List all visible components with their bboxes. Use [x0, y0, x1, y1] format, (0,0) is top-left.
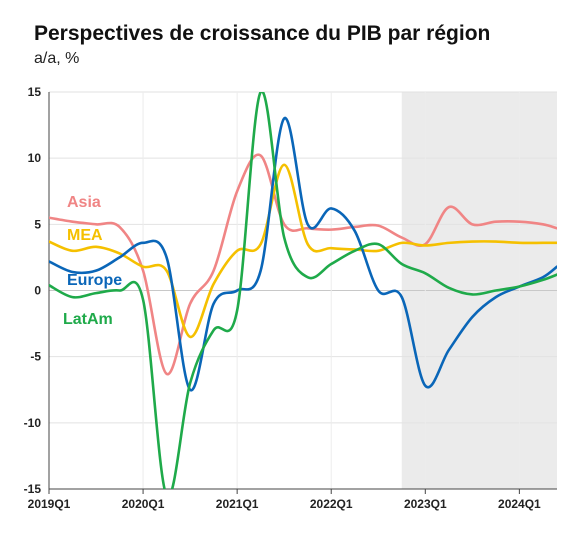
y-tick-label: -15: [24, 482, 42, 496]
series-labels: Asia MEA Europe LatAm: [63, 194, 122, 328]
series-label-mea: MEA: [67, 227, 103, 244]
y-tick-label: 15: [28, 85, 42, 99]
chart-title: Perspectives de croissance du PIB par ré…: [34, 22, 491, 45]
series-line-asia: [49, 153, 557, 376]
x-tick-label: 2020Q1: [122, 497, 165, 511]
x-tick-label: 2019Q1: [28, 497, 71, 511]
y-tick-label: 10: [28, 151, 42, 165]
series-label-latam: LatAm: [63, 311, 113, 328]
x-tick-label: 2023Q1: [404, 497, 447, 511]
y-tick-label: -5: [30, 350, 41, 364]
y-tick-label: -10: [24, 416, 42, 430]
series-lines: [49, 92, 557, 489]
series-label-asia: Asia: [67, 194, 101, 211]
x-tick-label: 2022Q1: [310, 497, 353, 511]
y-tick-label: 0: [34, 284, 41, 298]
series-line-europe: [49, 117, 557, 392]
series-label-europe: Europe: [67, 272, 122, 289]
series-line-mea: [49, 163, 557, 339]
series-line-latam: [49, 92, 557, 489]
x-tick-label: 2021Q1: [216, 497, 259, 511]
y-tick-label: 5: [34, 217, 41, 231]
x-tick-label: 2024Q1: [498, 497, 541, 511]
chart-subtitle: a/a, %: [34, 50, 80, 67]
